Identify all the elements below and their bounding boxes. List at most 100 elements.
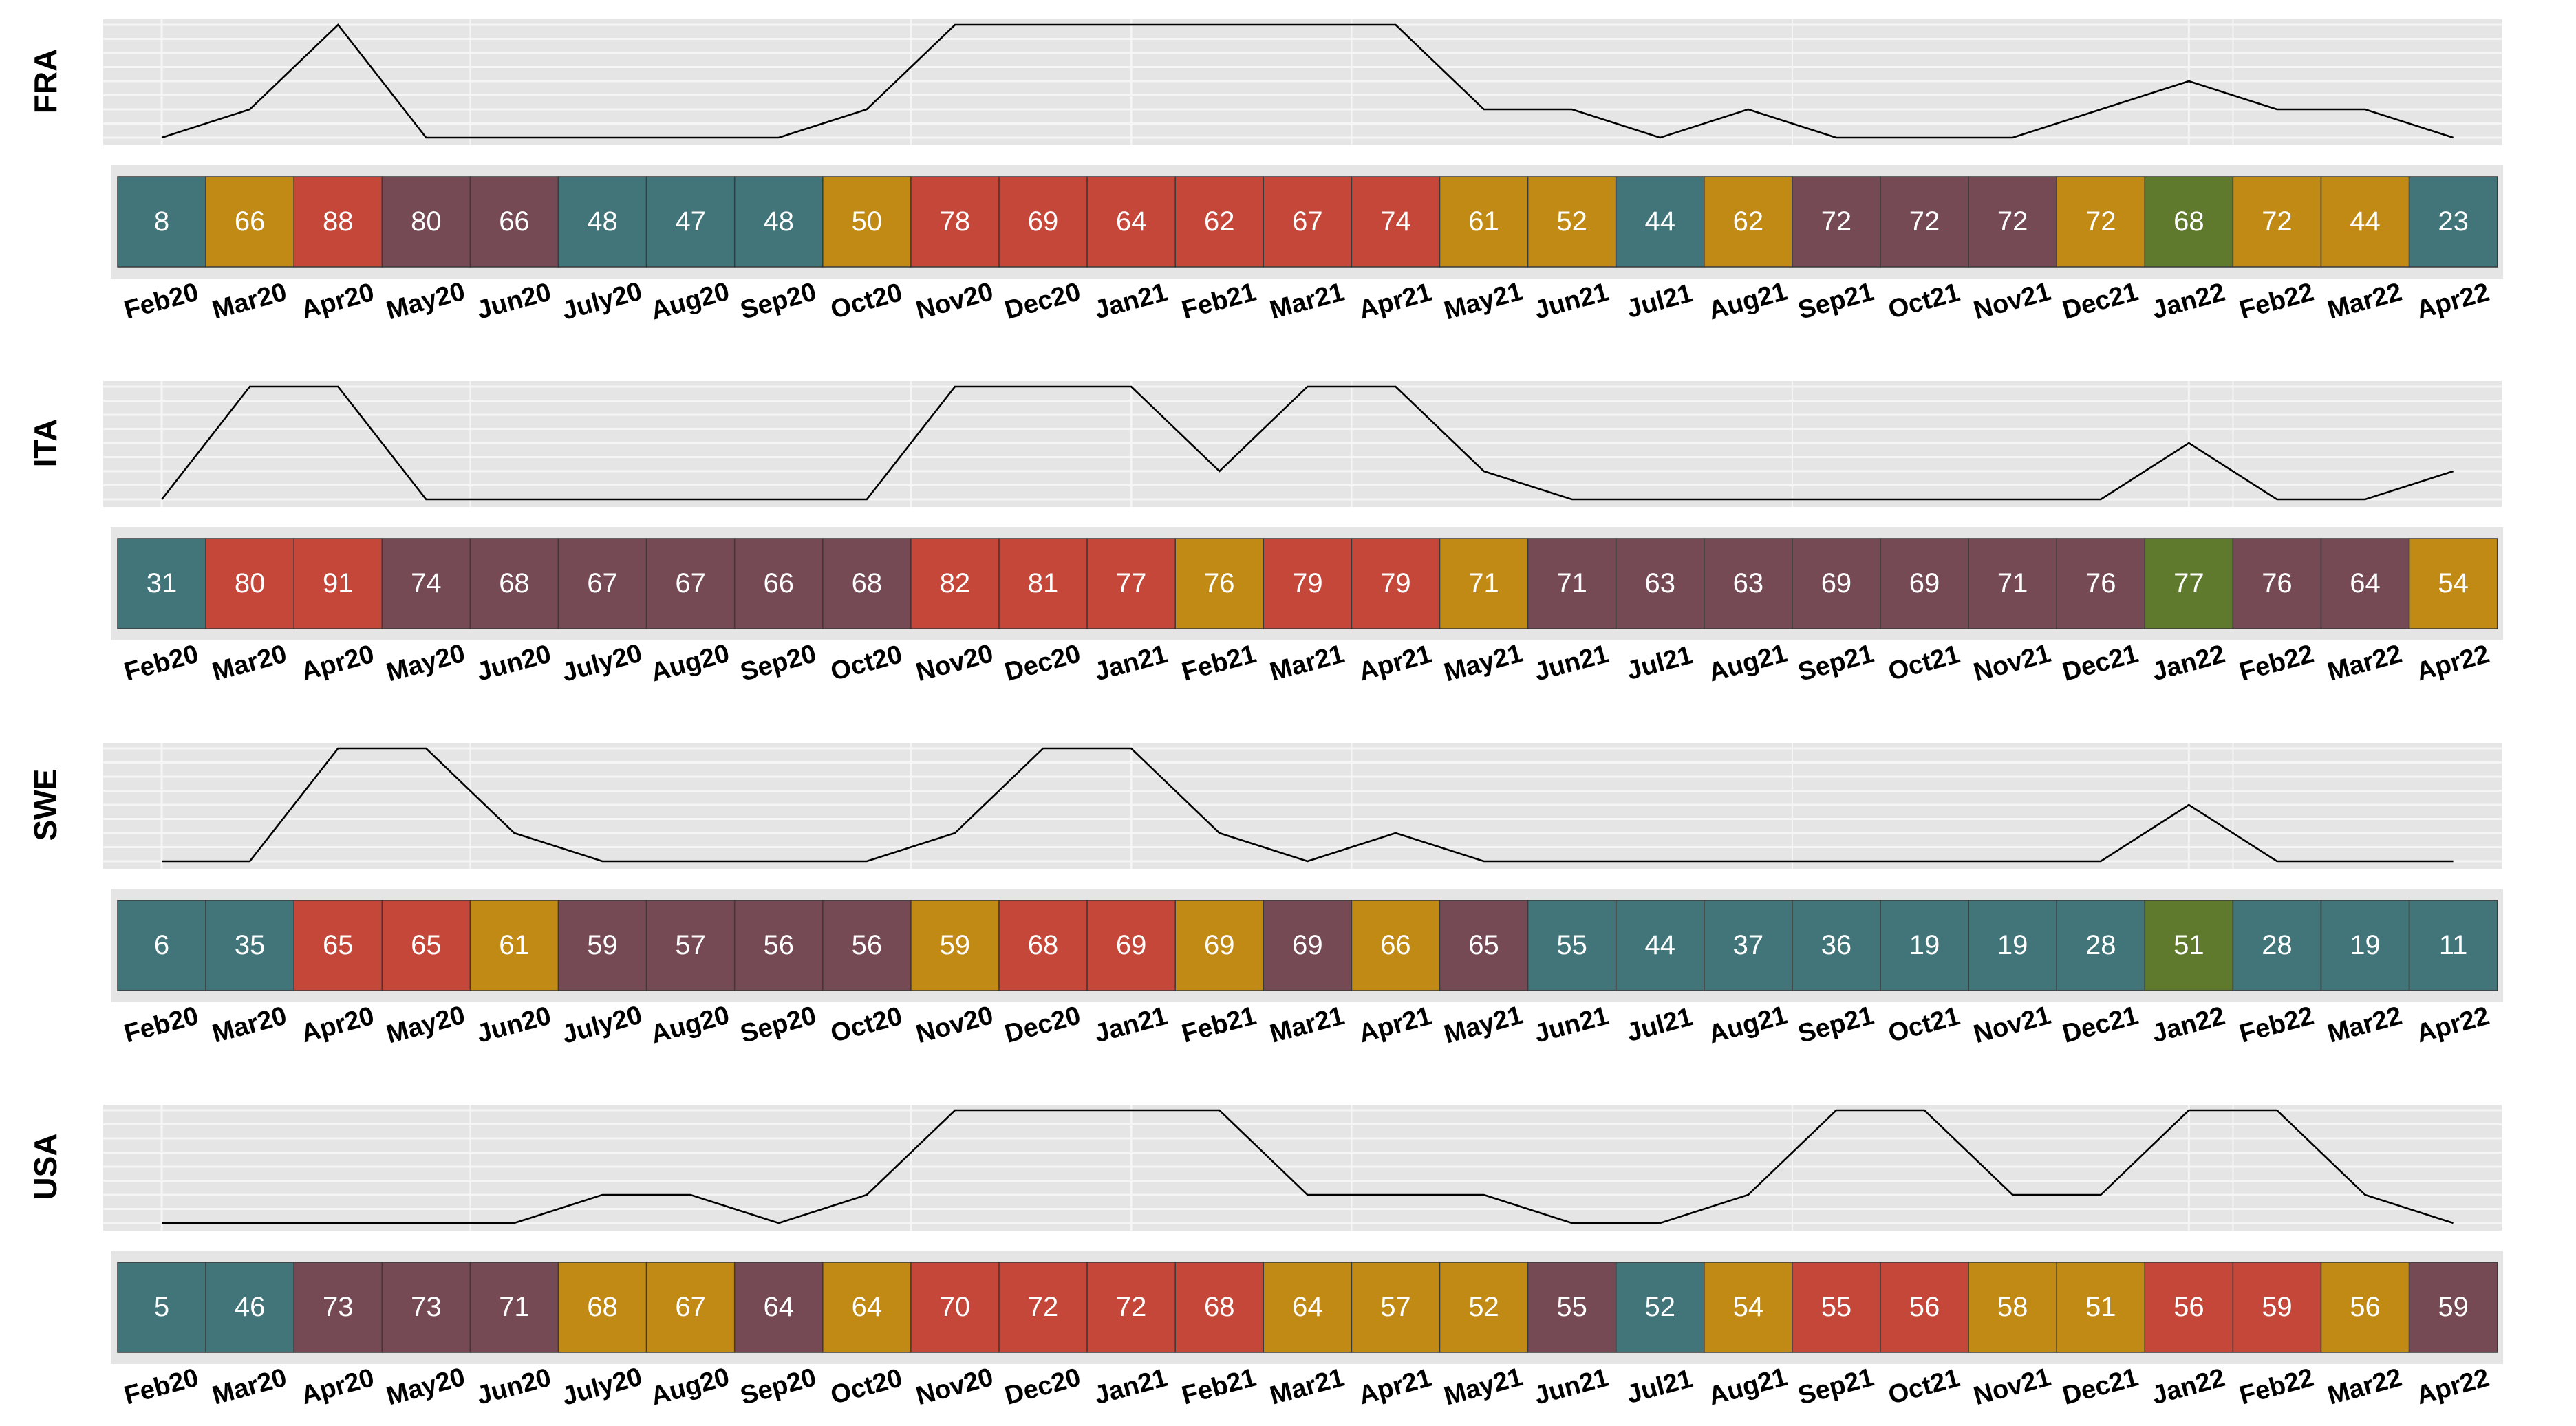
tile-value-label: 68 <box>2174 206 2204 237</box>
tile-value-label: 63 <box>1645 568 1676 598</box>
tile-value-label: 28 <box>2262 930 2293 960</box>
line-panel-vgrid <box>160 1105 2234 1231</box>
line-panel-hgrid <box>103 747 2502 863</box>
month-tick-label: Aug20 <box>648 277 733 326</box>
tile-value-label: 80 <box>411 206 442 237</box>
tile-value-label: 56 <box>1909 1292 1940 1322</box>
heat-tile <box>998 1262 1088 1353</box>
month-tick-label: Feb22 <box>2236 1363 2317 1411</box>
line-panel-vgrid <box>160 19 2234 145</box>
month-tick-label: Nov21 <box>1971 1363 2054 1411</box>
tile-value-label: 44 <box>1645 930 1676 960</box>
heat-tile <box>1351 1262 1441 1353</box>
heat-tile <box>1527 176 1617 268</box>
tile-value-label: 77 <box>1116 568 1147 598</box>
heat-tile <box>645 176 736 268</box>
month-tick-label: Aug20 <box>648 1001 733 1050</box>
month-tick-label: Mar22 <box>2325 1002 2405 1049</box>
tile-value-label: 56 <box>2174 1292 2204 1322</box>
heat-tile <box>557 900 647 991</box>
month-axis: Feb20 Mar20 Apr20 May20 Jun20 July20 Aug20 Sep2… <box>121 639 2493 688</box>
tile-row: 8 66 88 80 66 48 47 48 50 78 69 64 62 67 74 61 52 44 62 72 7… <box>117 176 2498 268</box>
month-tick-label: Oct20 <box>828 1363 905 1410</box>
tile-value-label: 62 <box>1204 206 1235 237</box>
month-tick-label: Nov21 <box>1971 277 2054 325</box>
tile-value-label: 56 <box>2350 1292 2381 1322</box>
month-tick-label: Oct20 <box>828 278 905 325</box>
heat-tile <box>645 1262 736 1353</box>
month-tick-label: Oct21 <box>1885 1002 1963 1048</box>
heat-tile <box>2232 900 2322 991</box>
tile-row: 5 46 73 73 71 68 67 64 64 70 72 72 68 64 57 52 55 52 54 55 5… <box>117 1262 2498 1353</box>
tile-value-label: 11 <box>2439 930 2468 960</box>
month-tick-label: Dec20 <box>1002 277 1084 325</box>
month-tick-label: May21 <box>1441 277 1525 326</box>
tile-value-label: 57 <box>1380 1292 1411 1322</box>
country-panel-ita: ITA 31 80 91 74 68 67 67 66 68 82 81 77 76 79 79 71 71 63 6… <box>28 381 2503 688</box>
tile-value-label: 80 <box>235 568 266 598</box>
tile-value-label: 63 <box>1733 568 1764 598</box>
tile-value-label: 58 <box>1997 1292 2028 1322</box>
month-tick-label: Oct21 <box>1885 278 1963 325</box>
tile-value-label: 55 <box>1556 930 1587 960</box>
heat-tile <box>1615 176 1705 268</box>
month-tick-label: Feb20 <box>121 640 202 687</box>
month-tick-label: Jan21 <box>1091 640 1170 687</box>
heat-tile <box>2232 538 2322 629</box>
month-axis: Feb20 Mar20 Apr20 May20 Jun20 July20 Aug20 Sep2… <box>121 1363 2493 1412</box>
heat-tile <box>1086 176 1176 268</box>
heat-tile <box>910 1262 1000 1353</box>
country-label: USA <box>28 1133 63 1200</box>
tile-value-label: 48 <box>764 206 795 237</box>
tile-value-label: 67 <box>675 1292 706 1322</box>
tile-value-label: 72 <box>1028 1292 1059 1322</box>
month-tick-label: Mar21 <box>1267 1002 1347 1049</box>
tile-value-label: 65 <box>1468 930 1499 960</box>
month-tick-label: Nov21 <box>1971 1001 2054 1049</box>
heat-tile <box>293 1262 383 1353</box>
country-panel-fra: FRA 8 66 88 80 66 48 47 48 50 78 69 64 62 67 74 61 52 44 62… <box>28 19 2503 326</box>
tile-value-label: 69 <box>1909 568 1940 598</box>
month-tick-label: Jan22 <box>2149 640 2228 687</box>
tile-value-label: 28 <box>2085 930 2116 960</box>
tile-value-label: 35 <box>235 930 266 960</box>
month-tick-label: Mar21 <box>1267 1363 1347 1411</box>
tile-value-label: 54 <box>2438 568 2469 598</box>
heat-tile <box>1351 176 1441 268</box>
month-tick-label: Mar22 <box>2325 278 2405 325</box>
heat-tile <box>1792 1262 1881 1353</box>
tile-value-label: 71 <box>499 1292 530 1322</box>
tile-value-label: 82 <box>940 568 971 598</box>
heat-tile <box>2408 538 2498 629</box>
tile-value-label: 73 <box>411 1292 442 1322</box>
heat-tile <box>822 1262 912 1353</box>
tile-value-label: 66 <box>235 206 266 237</box>
tile-value-label: 68 <box>499 568 530 598</box>
heat-tile <box>1174 900 1265 991</box>
month-tick-label: Sep20 <box>738 277 819 325</box>
month-axis: Feb20 Mar20 Apr20 May20 Jun20 July20 Aug20 Sep2… <box>121 1001 2493 1050</box>
heat-tile <box>1174 1262 1265 1353</box>
month-tick-label: Mar20 <box>209 278 290 325</box>
month-tick-label: Jun21 <box>1532 1363 1612 1411</box>
heat-tile <box>1439 1262 1529 1353</box>
heat-tile <box>1263 176 1353 268</box>
heat-tile <box>2144 900 2234 991</box>
line-panel-vgrid <box>160 381 2234 507</box>
month-tick-label: Apr21 <box>1355 1363 1435 1410</box>
heat-tile <box>1439 176 1529 268</box>
heat-tile <box>998 176 1088 268</box>
heat-tile <box>910 176 1000 268</box>
month-tick-label: Apr20 <box>298 1002 377 1048</box>
heat-tile <box>469 900 559 991</box>
country-panel-swe: SWE 6 35 65 65 61 59 57 56 56 59 68 69 69 69 66 65 55 44 37… <box>28 743 2503 1050</box>
tile-value-label: 67 <box>675 568 706 598</box>
tile-value-label: 72 <box>1821 206 1852 237</box>
month-tick-label: May20 <box>383 1363 468 1412</box>
month-tick-label: Apr21 <box>1355 278 1435 325</box>
heat-tile <box>2320 176 2410 268</box>
tile-value-label: 57 <box>675 930 706 960</box>
heat-tile <box>117 1262 206 1353</box>
tile-value-label: 55 <box>1821 1292 1852 1322</box>
